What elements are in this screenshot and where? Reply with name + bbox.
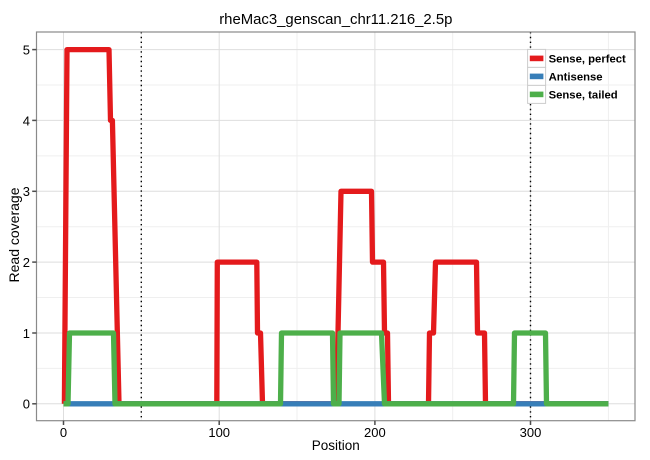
svg-text:Sense, tailed: Sense, tailed — [549, 89, 618, 101]
svg-text:3: 3 — [23, 184, 30, 199]
svg-text:0: 0 — [60, 425, 67, 440]
svg-text:Read coverage: Read coverage — [6, 187, 22, 282]
svg-text:200: 200 — [364, 425, 386, 440]
svg-text:300: 300 — [520, 425, 542, 440]
svg-text:0: 0 — [23, 397, 30, 412]
svg-text:1: 1 — [23, 326, 30, 341]
svg-text:2: 2 — [23, 255, 30, 270]
svg-text:Position: Position — [312, 438, 360, 453]
svg-text:Antisense: Antisense — [549, 71, 603, 83]
svg-text:4: 4 — [23, 113, 30, 128]
svg-text:Sense, perfect: Sense, perfect — [549, 53, 626, 65]
svg-text:5: 5 — [23, 43, 30, 58]
svg-text:rheMac3_genscan_chr11.216_2.5p: rheMac3_genscan_chr11.216_2.5p — [219, 12, 452, 28]
svg-text:100: 100 — [208, 425, 230, 440]
